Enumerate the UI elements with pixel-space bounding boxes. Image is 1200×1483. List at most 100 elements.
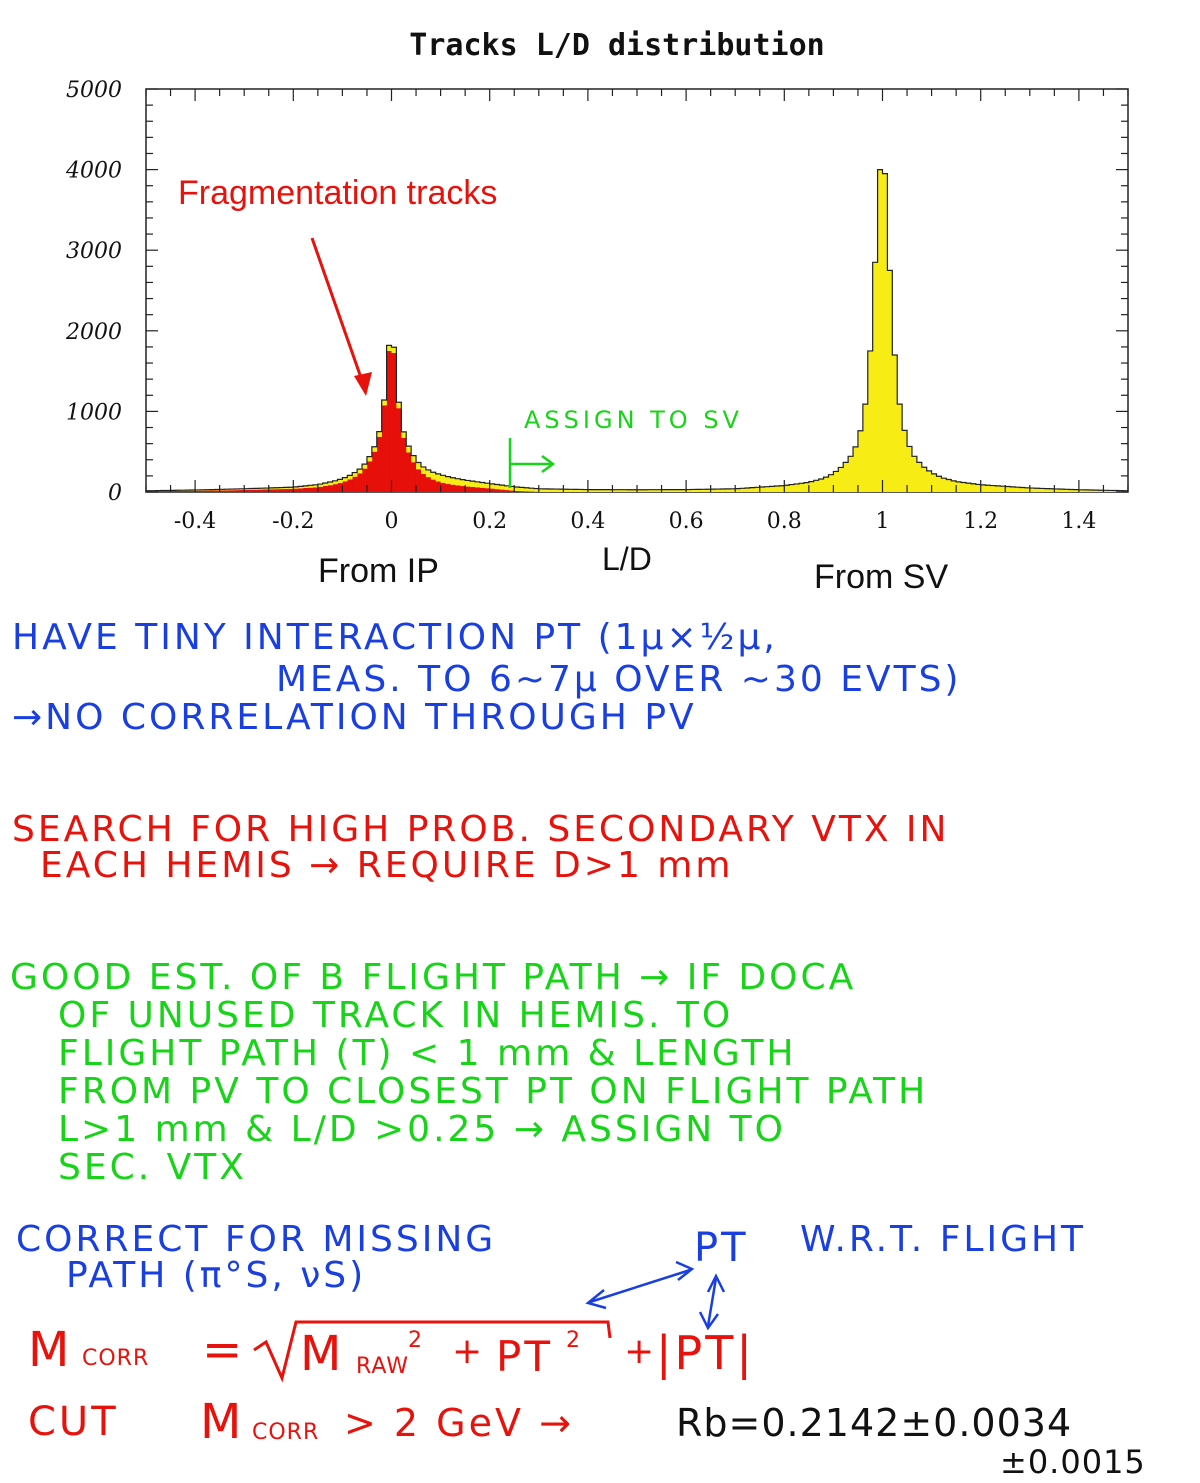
bar-sv: [499, 485, 505, 490]
bar-fragmentation: [278, 489, 284, 492]
bar-sv: [705, 489, 711, 492]
bar-sv: [352, 472, 358, 477]
bar-fragmentation: [283, 488, 289, 492]
bar-fragmentation: [327, 485, 333, 492]
bar-sv: [671, 489, 677, 492]
bar-sv: [1069, 489, 1075, 492]
bar-sv: [283, 487, 289, 489]
bar-sv: [582, 489, 589, 492]
bar-sv: [1083, 489, 1090, 492]
y-tick-label: 1000: [66, 400, 122, 425]
bar-sv: [769, 486, 775, 492]
bar-fragmentation: [474, 487, 481, 492]
bar-fragmentation: [470, 486, 476, 492]
x-tick-label: 1.4: [1061, 509, 1096, 534]
bar-fragmentation: [396, 408, 402, 492]
bar-sv: [479, 482, 486, 488]
note-4-line-1b: W.R.T. FLIGHT: [800, 1219, 1087, 1260]
bar-sv: [524, 487, 530, 492]
bar-fragmentation: [165, 491, 171, 492]
bar-sv: [602, 489, 608, 492]
bar-fragmentation: [416, 469, 422, 492]
bar-fragmentation: [190, 490, 196, 492]
bar-sv: [691, 489, 697, 492]
bar-fragmentation: [170, 490, 176, 492]
bar-sv: [1073, 489, 1080, 492]
x-tick-label: 0.8: [767, 509, 802, 534]
bar-sv: [848, 456, 854, 492]
bar-sv: [258, 488, 265, 490]
bar-fragmentation: [376, 436, 382, 492]
bar-fragmentation: [263, 489, 270, 492]
bar-fragmentation: [312, 487, 319, 492]
bar-sv: [941, 478, 947, 492]
bar-sv: [391, 347, 397, 353]
bar-fragmentation: [445, 483, 451, 492]
bar-sv: [749, 487, 756, 492]
bar-sv: [587, 489, 594, 492]
bar-sv: [661, 489, 667, 492]
bar-sv: [366, 456, 373, 462]
chart-title: Tracks L/D distribution: [409, 28, 825, 63]
bar-sv: [921, 467, 927, 492]
note-2-line-2: EACH HEMIS → REQUIRE D>1 mm: [40, 845, 734, 886]
bar-sv: [357, 469, 363, 474]
bar-fragmentation: [214, 490, 220, 492]
bar-sv: [337, 479, 343, 483]
note-1-line-2: MEAS. TO 6~7μ OVER ~30 EVTS): [276, 659, 962, 700]
bar-sv: [794, 483, 800, 492]
bar-sv: [406, 446, 412, 453]
bar-sv: [342, 477, 348, 482]
bar-sv: [494, 484, 500, 490]
annotation-fragmentation: Fragmentation tracks: [178, 174, 497, 212]
note-3-line-2: OF UNUSED TRACK IN HEMIS. TO: [58, 995, 734, 1036]
bar-sv: [578, 489, 584, 492]
bar-fragmentation: [204, 490, 211, 492]
bar-sv: [273, 487, 279, 490]
bar-sv: [308, 485, 314, 488]
bar-sv: [1123, 490, 1129, 492]
bar-sv: [774, 486, 780, 492]
cut-m: M: [200, 1394, 245, 1450]
bar-sv: [597, 489, 603, 492]
fragmentation-arrow-line: [310, 237, 368, 393]
bar-fragmentation: [219, 490, 225, 492]
bar-sv: [317, 484, 324, 487]
bar-fragmentation: [224, 490, 230, 492]
sqrt-sign: [253, 1320, 612, 1383]
bar-sv: [592, 489, 599, 492]
note-4-line-2: PATH (π°S, νS): [66, 1255, 367, 1296]
bar-fragmentation: [195, 490, 201, 492]
bar-sv: [715, 489, 721, 492]
bar-sv: [1049, 488, 1055, 492]
bar-sv: [725, 488, 731, 492]
bar-sv: [1108, 490, 1114, 492]
formula-sq-2: 2: [566, 1328, 581, 1353]
bar-sv: [911, 456, 918, 492]
bar-sv: [425, 469, 432, 478]
bar-sv: [376, 431, 382, 437]
x-tick-labels: -0.4 -0.2 0 0.2 0.4 0.6 0.8 1 1.2 1.4: [174, 509, 1097, 534]
bar-sv: [450, 477, 456, 485]
cut-result: Rb=0.2142±0.0034: [676, 1401, 1073, 1445]
bar-sv: [548, 488, 554, 492]
bar-sv: [985, 485, 991, 492]
bar-fragmentation: [366, 461, 373, 492]
bar-sv: [862, 404, 869, 492]
bar-fragmentation: [425, 477, 432, 492]
bar-fragmentation: [293, 488, 299, 492]
label-from-sv: From SV: [814, 558, 948, 596]
bar-sv: [818, 478, 824, 492]
x-tick-label: 0.2: [472, 509, 507, 534]
series-fragmentation-bars: [146, 350, 540, 492]
note-1-line-3: →NO CORRELATION THROUGH PV: [12, 697, 697, 738]
bar-fragmentation: [460, 486, 466, 492]
bar-sv: [440, 475, 446, 483]
bar-sv: [254, 488, 260, 490]
label-from-ip: From IP: [318, 552, 439, 590]
bar-sv: [416, 462, 422, 470]
bar-sv: [322, 483, 328, 486]
bar-fragmentation: [479, 487, 486, 492]
bar-sv: [1029, 488, 1036, 492]
bar-sv: [1078, 489, 1085, 492]
